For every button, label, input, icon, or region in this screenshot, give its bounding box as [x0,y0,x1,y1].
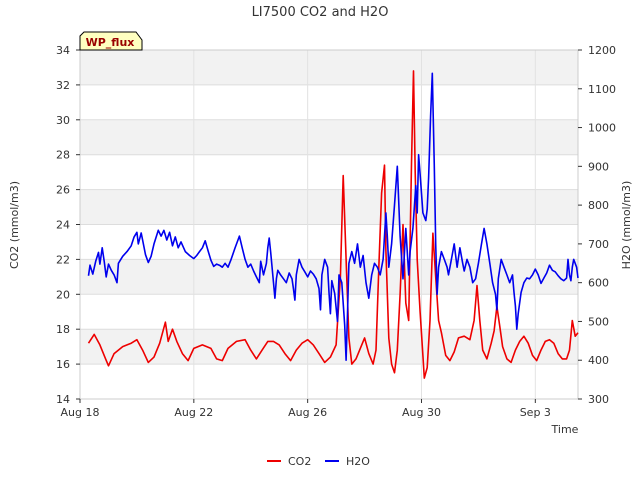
right-tick-label: 600 [588,277,609,290]
right-tick-label: 1200 [588,44,616,57]
chart-title: LI7500 CO2 and H2O [252,5,389,20]
left-tick-label: 34 [56,44,70,57]
right-tick-label: 400 [588,354,609,367]
left-tick-label: 24 [56,219,70,232]
series-line-h2o [87,72,579,361]
plot-background-bands [80,50,578,365]
legend-item-h2o: H2O [325,455,370,468]
right-tick-label: 900 [588,160,609,173]
left-y-axis-label: CO2 (mmol/m3) [8,181,21,269]
left-tick-label: 14 [56,393,70,406]
series-line-co2 [87,70,579,379]
left-tick-label: 26 [56,184,70,197]
left-tick-label: 30 [56,114,70,127]
badge-label: WP_flux [86,36,135,49]
legend: CO2 H2O [267,455,370,468]
x-tick-label: Aug 18 [61,406,100,419]
left-tick-label: 32 [56,79,70,92]
x-tick-label: Sep 3 [520,406,551,419]
left-y-axis: 14 16 18 20 22 24 26 28 30 32 34 [56,44,80,406]
left-tick-label: 18 [56,323,70,336]
left-tick-label: 20 [56,288,70,301]
right-tick-label: 700 [588,238,609,251]
right-tick-label: 800 [588,199,609,212]
right-tick-label: 500 [588,315,609,328]
left-tick-label: 22 [56,253,70,266]
background-band [80,50,578,85]
legend-item-co2: CO2 [267,455,311,468]
legend-label: H2O [346,455,370,468]
legend-label: CO2 [288,455,311,468]
left-tick-label: 28 [56,149,70,162]
background-band [80,119,578,155]
right-tick-label: 1000 [588,122,616,135]
series-lines [87,70,579,379]
x-axis-label: Time [551,423,579,436]
badge-background [79,31,143,51]
x-axis: Aug 18 Aug 22 Aug 26 Aug 30 Sep 3 [61,399,551,419]
wp-flux-badge: WP_flux [79,31,143,51]
x-tick-label: Aug 26 [288,406,327,419]
left-tick-label: 16 [56,358,70,371]
x-tick-label: Aug 30 [402,406,441,419]
right-tick-label: 300 [588,393,609,406]
right-tick-label: 1100 [588,83,616,96]
background-band [80,189,578,225]
right-y-axis-label: H2O (mmol/m3) [620,181,633,270]
right-y-axis: 300 400 500 600 700 800 900 1000 1100 1200 [578,44,616,406]
x-tick-label: Aug 22 [174,406,213,419]
